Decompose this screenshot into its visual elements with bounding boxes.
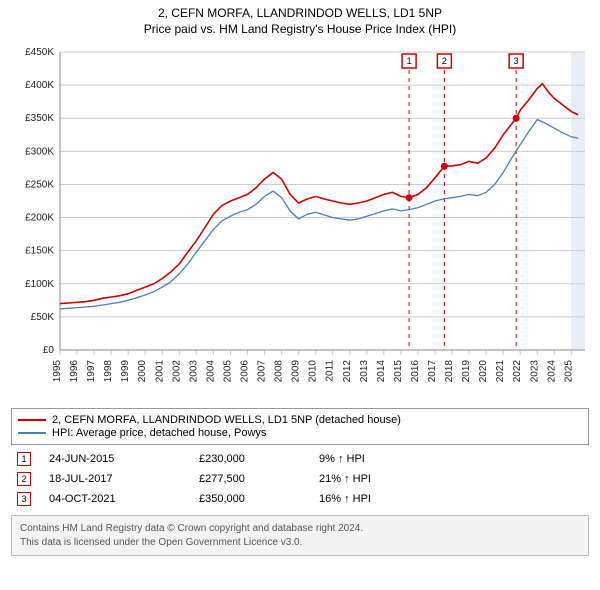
svg-text:2025: 2025 [563,360,574,383]
svg-text:£50K: £50K [31,312,55,323]
svg-text:1: 1 [407,56,412,66]
legend-swatch [18,432,46,434]
sale-marker: 3 [17,492,31,506]
sale-pct: 21% ↑ HPI [319,473,429,485]
svg-text:£300K: £300K [25,146,54,157]
svg-text:2015: 2015 [393,360,404,383]
sale-row: 2 18-JUL-2017£277,50021% ↑ HPI [11,469,589,489]
svg-text:2017: 2017 [427,360,438,383]
svg-text:1997: 1997 [86,360,97,383]
svg-text:£450K: £450K [25,47,54,58]
svg-text:£250K: £250K [25,179,54,190]
svg-text:2006: 2006 [240,360,251,383]
svg-text:2002: 2002 [171,360,182,383]
sale-date: 18-JUL-2017 [49,473,199,485]
svg-text:2019: 2019 [461,360,472,383]
svg-text:2000: 2000 [137,360,148,383]
sale-row: 3 04-OCT-2021£350,00016% ↑ HPI [11,489,589,509]
svg-text:2022: 2022 [512,360,523,383]
svg-text:2012: 2012 [342,360,353,383]
svg-text:£100K: £100K [25,279,54,290]
svg-text:2007: 2007 [257,360,268,383]
svg-text:2018: 2018 [444,360,455,383]
chart-svg: £0 £50K £100K £150K £200K £250K £300K £350K £400… [10,42,590,402]
page-title: 2, CEFN MORFA, LLANDRINDOD WELLS, LD1 5N… [10,6,590,20]
svg-text:2020: 2020 [478,360,489,383]
svg-text:3: 3 [514,56,519,66]
sale-price: £230,000 [199,453,319,465]
legend-swatch [18,419,46,421]
legend-item-property: 2, CEFN MORFA, LLANDRINDOD WELLS, LD1 5N… [18,414,582,426]
sale-marker: 1 [17,452,31,466]
svg-text:1995: 1995 [52,360,63,383]
svg-text:1998: 1998 [103,360,114,383]
svg-text:2: 2 [442,56,447,66]
svg-text:2021: 2021 [495,360,506,383]
sale-row: 1 24-JUN-2015£230,0009% ↑ HPI [11,449,589,469]
sale-pct: 9% ↑ HPI [319,453,429,465]
svg-text:2004: 2004 [205,360,216,383]
svg-text:£200K: £200K [25,213,54,224]
sale-pct: 16% ↑ HPI [319,493,429,505]
sale-date: 24-JUN-2015 [49,453,199,465]
svg-text:2010: 2010 [308,360,319,383]
sale-marker: 2 [17,472,31,486]
svg-text:2023: 2023 [529,360,540,383]
page-subtitle: Price paid vs. HM Land Registry's House … [10,22,590,36]
svg-text:2009: 2009 [291,360,302,383]
legend: 2, CEFN MORFA, LLANDRINDOD WELLS, LD1 5N… [11,408,589,445]
svg-text:2011: 2011 [325,360,336,382]
sale-price: £277,500 [199,473,319,485]
legend-label: 2, CEFN MORFA, LLANDRINDOD WELLS, LD1 5N… [52,414,401,426]
svg-text:£350K: £350K [25,113,54,124]
svg-text:£150K: £150K [25,246,54,257]
svg-text:£0: £0 [43,345,55,356]
price-chart: £0 £50K £100K £150K £200K £250K £300K £350K £400… [10,42,590,402]
svg-text:2005: 2005 [222,360,233,383]
sale-date: 04-OCT-2021 [49,493,199,505]
svg-text:2016: 2016 [410,360,421,383]
svg-text:2001: 2001 [154,360,165,383]
footer-line: This data is licensed under the Open Gov… [20,536,580,550]
svg-text:2003: 2003 [188,360,199,383]
svg-text:1996: 1996 [69,360,80,383]
legend-label: HPI: Average price, detached house, Powy… [52,427,266,439]
svg-text:2024: 2024 [546,360,557,383]
svg-text:2008: 2008 [274,360,285,383]
svg-text:£400K: £400K [25,80,54,91]
attribution: Contains HM Land Registry data © Crown c… [11,515,589,556]
legend-item-hpi: HPI: Average price, detached house, Powy… [18,427,582,439]
svg-text:1999: 1999 [120,360,131,383]
sales-table: 1 24-JUN-2015£230,0009% ↑ HPI 2 18-JUL-2017… [11,449,589,509]
footer-line: Contains HM Land Registry data © Crown c… [20,522,580,536]
svg-text:2013: 2013 [359,360,370,383]
sale-price: £350,000 [199,493,319,505]
svg-text:2014: 2014 [376,360,387,383]
